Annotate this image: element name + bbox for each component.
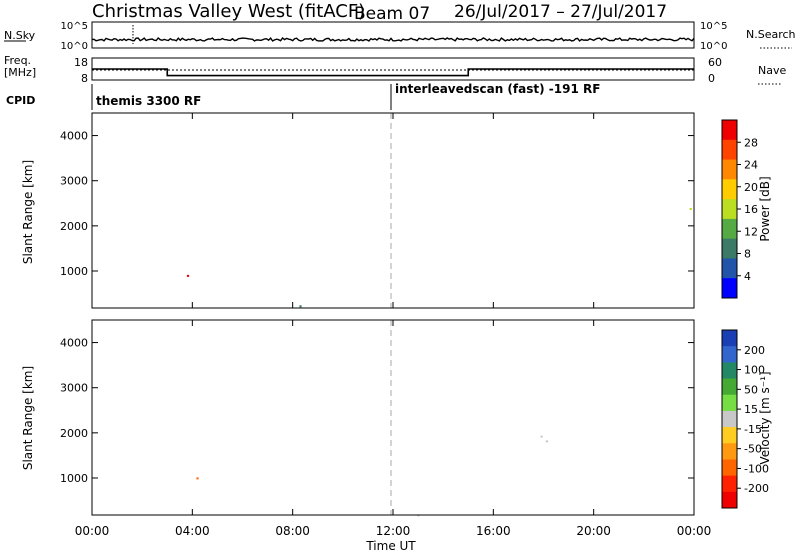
y-tick-label: 4000: [60, 130, 88, 143]
noise-right-tick-bottom: 10^0: [700, 41, 727, 52]
colorbar-tick-label: 4: [744, 270, 751, 283]
freq-strip: Freq. [MHz] 18 8 60 0 Nave: [4, 54, 786, 85]
colorbar-tick-label: -50: [744, 443, 762, 456]
figure-title: Christmas Valley West (fitACF): [92, 1, 365, 22]
y-tick-label: 2000: [60, 427, 88, 440]
colorbar-swatch: [722, 427, 737, 444]
x-tick-label: 04:00: [175, 524, 210, 538]
power-colorbar: 28 24 20 16 12 8 4 Power [dB]: [721, 119, 772, 299]
velocity-panel: 4000 3000 2000 1000 Slant Range [km]: [21, 319, 695, 517]
power-colorbar-swatches: [722, 120, 737, 299]
freq-line: [92, 68, 694, 77]
x-tick-label: 12:00: [376, 524, 411, 538]
colorbar-swatch: [722, 278, 737, 299]
colorbar-swatch: [722, 410, 737, 428]
range-cell: [689, 208, 692, 210]
nave-tick-bottom: 0: [708, 72, 715, 85]
x-tick-label: 00:00: [677, 524, 712, 538]
colorbar-tick-label: 200: [744, 344, 765, 357]
colorbar-tick-label: 100: [744, 364, 765, 377]
power-ylabel: Slant Range [km]: [21, 160, 35, 264]
colorbar-swatch: [722, 330, 737, 347]
y-tick-label: 3000: [60, 382, 88, 395]
colorbar-swatch: [722, 491, 737, 509]
nave-label: Nave: [758, 64, 786, 77]
nave-tick-top: 60: [708, 56, 722, 69]
velocity-yticks: 4000 3000 2000 1000: [60, 337, 694, 485]
x-tick-label: 20:00: [576, 524, 611, 538]
noise-right-tick-top: 10^5: [700, 21, 727, 32]
colorbar-tick-label: -15: [744, 423, 762, 436]
noise-strip: N.Sky 10^5 10^0 10^5 10^0 N.Search: [4, 21, 796, 52]
power-colorbar-ticks: 28 24 20 16 12 8 4: [737, 136, 758, 283]
y-tick-label: 1000: [60, 472, 88, 485]
range-cell: [540, 435, 543, 438]
colorbar-swatch: [722, 179, 737, 200]
colorbar-swatch: [722, 139, 737, 161]
colorbar-swatch: [722, 443, 737, 460]
velocity-colorbar-swatches: [722, 330, 737, 509]
colorbar-swatch: [722, 258, 737, 279]
date-range: 26/Jul/2017 – 27/Jul/2017: [454, 2, 667, 22]
noise-left-tick-bottom: 10^0: [61, 41, 88, 52]
colorbar-tick-label: 20: [744, 181, 758, 194]
colorbar-swatch: [722, 346, 737, 363]
colorbar-swatch: [722, 238, 737, 259]
y-tick-label: 2000: [60, 220, 88, 233]
colorbar-tick-label: -200: [744, 482, 769, 495]
colorbar-swatch: [722, 120, 737, 141]
colorbar-swatch: [722, 218, 737, 240]
cpid-mode-2: interleavedscan (fast) -191 RF: [395, 82, 600, 96]
velocity-colorbar-ticks: 200 100 50 15 -15 -50 -100 -200: [737, 344, 769, 495]
velocity-ylabel: Slant Range [km]: [21, 366, 35, 470]
colorbar-tick-label: -100: [744, 462, 769, 475]
x-tick-label: 00:00: [75, 524, 110, 538]
range-cell: [196, 477, 199, 480]
y-tick-label: 4000: [60, 337, 88, 350]
range-cell: [186, 274, 190, 277]
colorbar-tick-label: 12: [744, 225, 758, 238]
colorbar-swatch: [722, 159, 737, 180]
colorbar-swatch: [722, 199, 737, 220]
x-axis-label: Time UT: [365, 539, 416, 553]
cpid-label: CPID: [6, 94, 35, 107]
colorbar-swatch: [722, 475, 737, 493]
noise-sky-line: [91, 36, 695, 42]
cpid-strip: CPID themis 3300 RF interleavedscan (fas…: [6, 82, 600, 110]
y-tick-label: 3000: [60, 175, 88, 188]
beam-label: Beam 07: [354, 4, 430, 24]
power-yticks: 4000 3000 2000 1000: [60, 130, 694, 278]
x-axis-ticks: 00:00 04:00 08:00 12:00 16:00 20:00 00:00: [75, 113, 712, 538]
power-data-layer: [186, 208, 692, 308]
range-cell: [299, 305, 302, 308]
cpid-mode-1: themis 3300 RF: [96, 94, 201, 108]
freq-tick-bottom: 8: [81, 72, 88, 85]
noise-left-tick-top: 10^5: [61, 21, 88, 32]
colorbar-swatch: [722, 459, 737, 477]
power-colorbar-label: Power [dB]: [758, 176, 772, 241]
freq-label-2: [MHz]: [4, 66, 36, 79]
velocity-colorbar: 200 100 50 15 -15 -50 -100 -200 Velocity [m s⁻¹…: [721, 329, 772, 509]
colorbar-tick-label: 50: [744, 383, 758, 396]
colorbar-tick-label: 8: [744, 248, 751, 261]
colorbar-tick-label: 16: [744, 203, 758, 216]
colorbar-swatch: [722, 378, 737, 396]
freq-label-1: Freq.: [4, 54, 31, 67]
colorbar-swatch: [722, 394, 737, 412]
colorbar-swatch: [722, 362, 737, 380]
freq-tick-top: 18: [74, 56, 88, 69]
y-tick-label: 1000: [60, 265, 88, 278]
velocity-colorbar-label: Velocity [m s⁻¹]: [758, 371, 772, 464]
power-panel: 4000 3000 2000 1000 Slant Range [km]: [21, 112, 695, 309]
range-cell: [545, 440, 548, 443]
x-tick-label: 16:00: [476, 524, 511, 538]
x-tick-label: 08:00: [275, 524, 310, 538]
colorbar-tick-label: 24: [744, 159, 758, 172]
colorbar-tick-label: 15: [744, 403, 758, 416]
noise-right-label: N.Search: [746, 28, 796, 41]
colorbar-tick-label: 28: [744, 136, 758, 149]
noise-left-label: N.Sky: [4, 29, 36, 42]
